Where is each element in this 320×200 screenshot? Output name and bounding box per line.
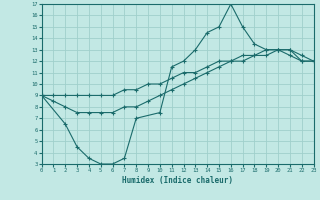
X-axis label: Humidex (Indice chaleur): Humidex (Indice chaleur) <box>122 176 233 185</box>
